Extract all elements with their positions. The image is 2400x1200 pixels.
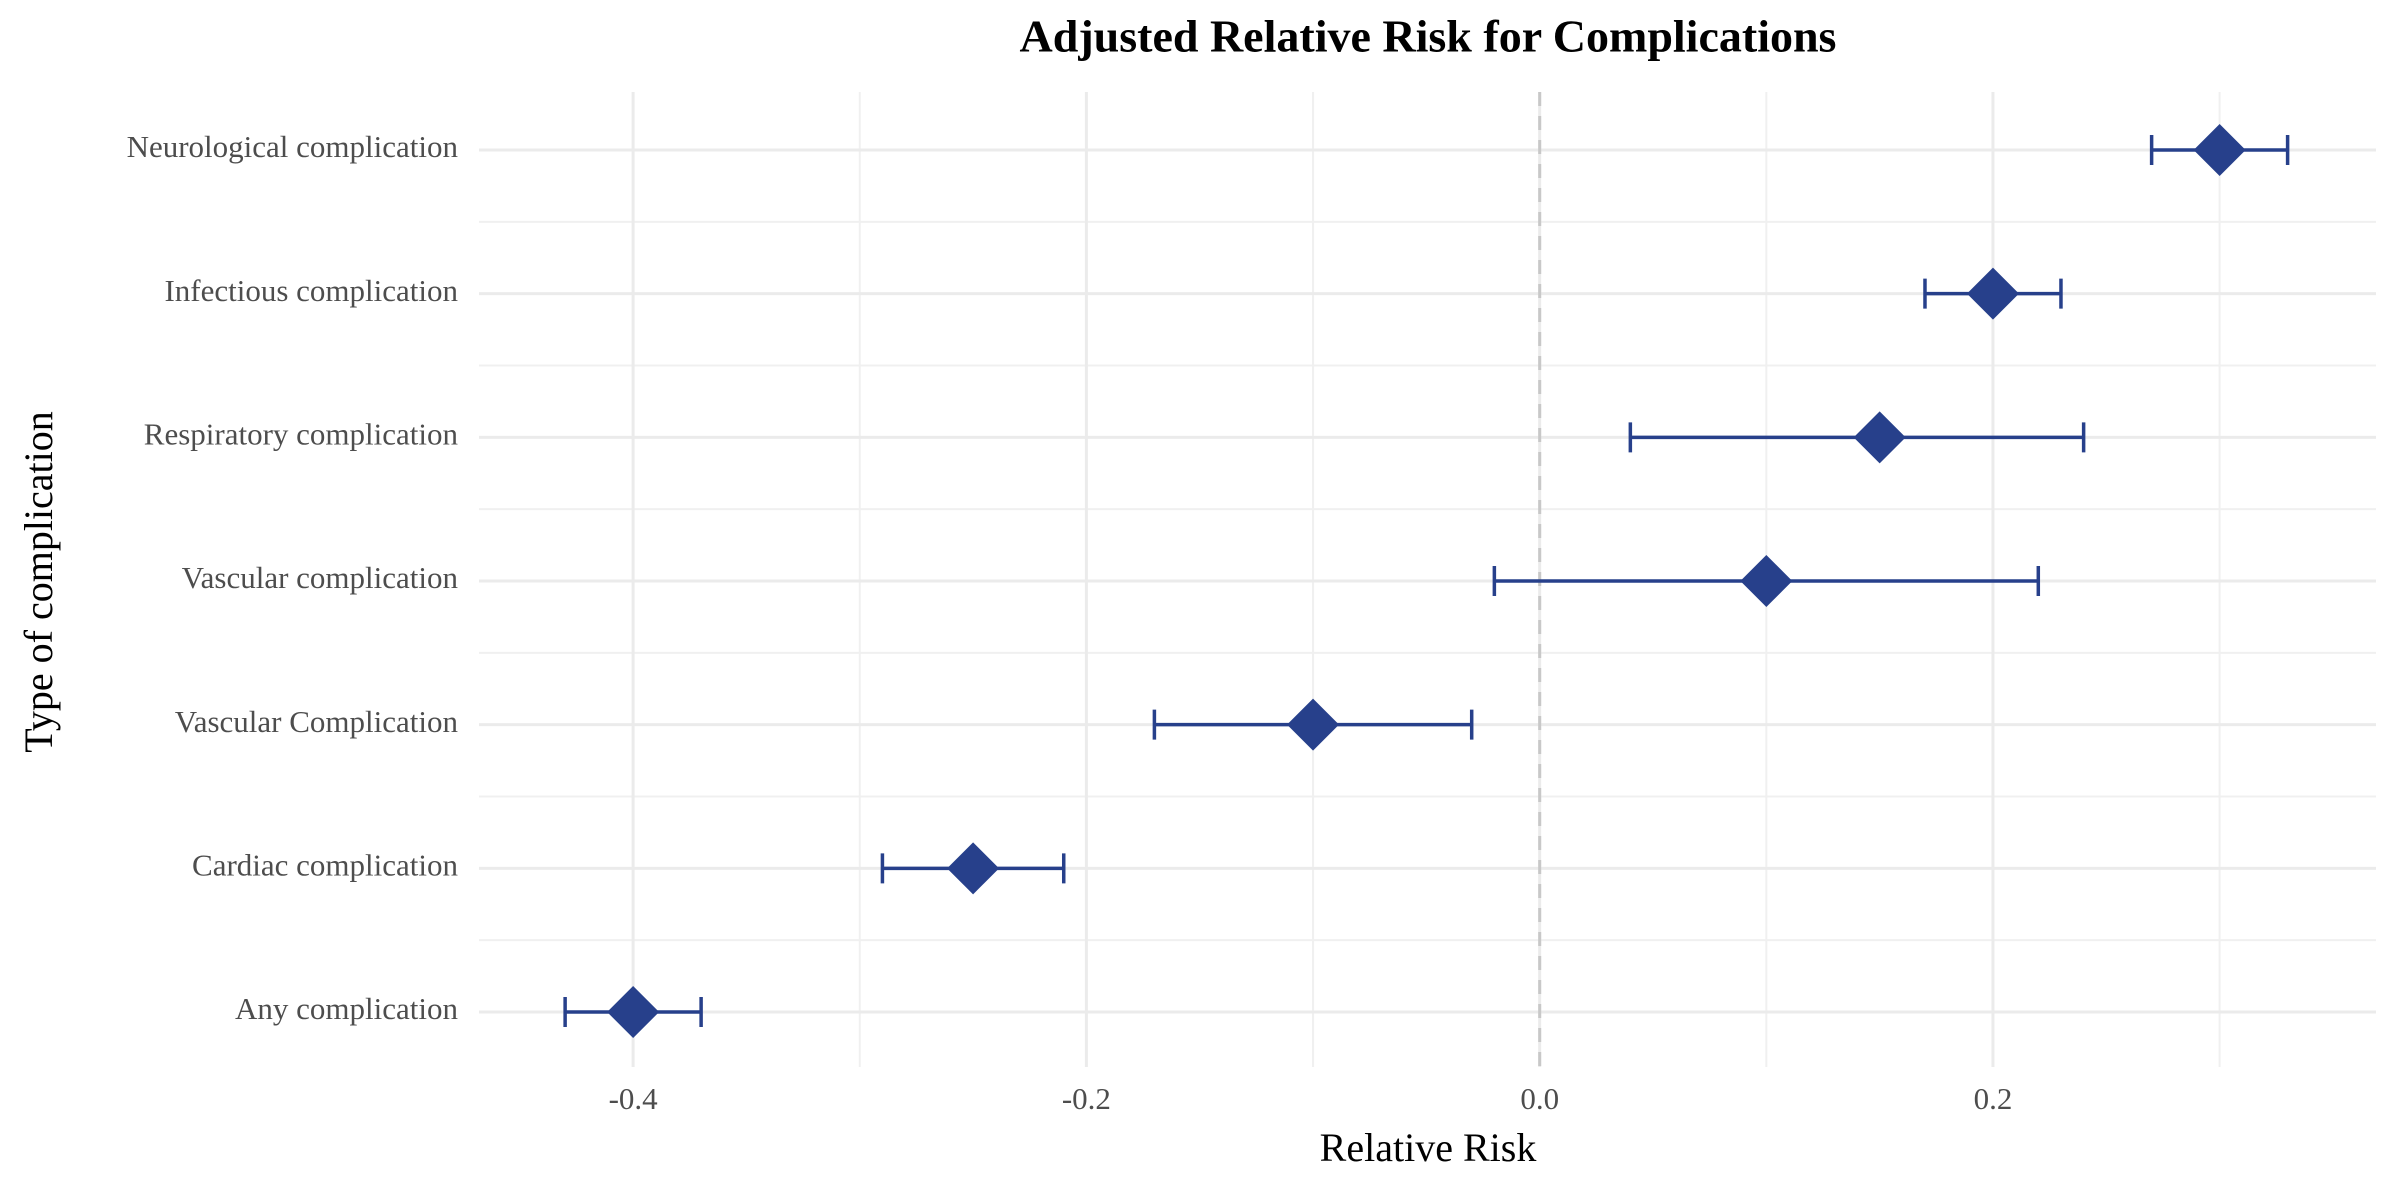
y-tick-label: Infectious complication <box>164 273 458 308</box>
x-tick-label: -0.4 <box>609 1081 659 1116</box>
y-tick-label: Neurological complication <box>127 129 459 164</box>
y-axis-title: Type of complication <box>16 411 61 753</box>
x-axis-title: Relative Risk <box>1320 1125 1537 1170</box>
point-estimate <box>607 986 660 1038</box>
point-estimate <box>1966 267 2019 320</box>
x-tick-label: 0.2 <box>1974 1081 2013 1116</box>
y-tick-label: Vascular Complication <box>175 704 459 739</box>
point-estimate <box>1853 411 1906 464</box>
point-estimate <box>2193 124 2246 176</box>
x-tick-label: -0.2 <box>1062 1081 1111 1116</box>
y-tick-label: Any complication <box>235 991 458 1026</box>
point-estimate <box>1740 555 1793 607</box>
y-tick-label: Cardiac complication <box>192 847 458 882</box>
chart-title: Adjusted Relative Risk for Complications <box>1020 11 1837 62</box>
x-tick-label: 0.0 <box>1520 1081 1559 1116</box>
point-estimate <box>1287 698 1340 751</box>
marks <box>563 124 2290 1038</box>
point-estimate <box>947 842 1000 895</box>
y-tick-label: Respiratory complication <box>144 416 459 451</box>
y-tick-label: Vascular complication <box>182 560 459 595</box>
